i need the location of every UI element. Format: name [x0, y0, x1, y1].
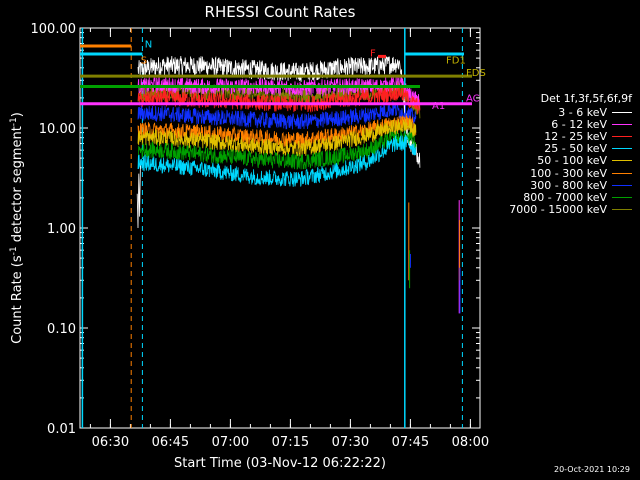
legend-swatch	[612, 111, 632, 113]
y-tick-label: 0.10	[47, 322, 76, 337]
x-tick-label: 06:45	[152, 435, 189, 450]
legend-label: 300 - 800 keV	[530, 178, 607, 192]
legend-title: Det 1f,3f,5f,6f,9f	[540, 92, 632, 105]
series-line	[137, 55, 421, 168]
legend-entry: 50 - 100 keV	[482, 154, 632, 168]
legend-swatch	[612, 148, 632, 150]
legend-label: 12 - 25 keV	[544, 129, 607, 143]
legend-entry: 25 - 50 keV	[482, 142, 632, 156]
y-tick-labels: 100.00 10.00 1.00 0.10 0.01	[31, 22, 77, 437]
legend-swatch	[612, 135, 632, 137]
tick-marks	[80, 27, 480, 429]
series-line	[138, 129, 417, 170]
x-tick-labels: 06:30 06:45 07:00 07:15 07:30 07:45 08:00	[92, 435, 489, 450]
flag-lines	[80, 54, 472, 106]
legend-entry: 300 - 800 keV	[482, 178, 632, 192]
legend-label: 800 - 7000 keV	[523, 190, 607, 204]
legend-entry: 3 - 6 keV	[482, 105, 632, 119]
series-line	[137, 83, 421, 114]
y-tick-label: 10.00	[39, 122, 76, 137]
legend-entry: 6 - 12 keV	[482, 117, 632, 131]
legend-entry: 7000 - 15000 keV	[482, 203, 632, 217]
legend-swatch	[612, 184, 632, 186]
legend-label: 100 - 300 keV	[530, 166, 607, 180]
annotation-label: F	[370, 48, 376, 59]
series-spike	[136, 165, 141, 229]
x-tick-label: 08:00	[452, 435, 489, 450]
x-tick-label: 07:45	[392, 435, 429, 450]
legend-swatch	[612, 196, 632, 198]
series-line	[137, 134, 417, 187]
annotation-label: AC	[466, 93, 480, 104]
legend-swatch	[612, 123, 632, 125]
x-tick-label: 07:15	[272, 435, 309, 450]
timestamp: 20-Oct-2021 10:29	[554, 465, 630, 474]
annotation-label: FD1	[446, 56, 466, 67]
legend-entry: 12 - 25 keV	[482, 129, 632, 143]
legend-entry: 100 - 300 keV	[482, 166, 632, 180]
annotation-label: S	[141, 56, 147, 67]
legend-label: 6 - 12 keV	[551, 117, 607, 131]
annotation-label: N	[145, 39, 152, 50]
x-tick-label: 07:30	[332, 435, 369, 450]
series-line	[137, 81, 421, 119]
y-tick-label: 100.00	[31, 22, 77, 37]
series-group	[136, 55, 461, 314]
x-axis-label: Start Time (03-Nov-12 06:22:22)	[174, 456, 386, 471]
y-tick-label: 1.00	[47, 222, 76, 237]
legend: Det 1f,3f,5f,6f,9f 3 - 6 keV 6 - 12 keV 12…	[482, 92, 632, 216]
region-markers	[80, 28, 464, 428]
series-line	[137, 101, 417, 130]
series-line	[137, 118, 417, 157]
legend-label: 7000 - 15000 keV	[509, 203, 607, 217]
x-tick-label: 06:30	[92, 435, 129, 450]
legend-label: 50 - 100 keV	[537, 154, 607, 168]
y-tick-label: 0.01	[47, 422, 76, 437]
legend-entry: 800 - 7000 keV	[482, 190, 632, 204]
annotation-label: FDS	[466, 68, 486, 79]
legend-swatch	[612, 172, 632, 174]
x-tick-label: 07:00	[212, 435, 249, 450]
legend-swatch	[612, 160, 632, 162]
y-axis-label: Count Rate (s-1 detector segment-1)	[9, 112, 25, 344]
chart-title: RHESSI Count Rates	[205, 3, 356, 21]
legend-label: 25 - 50 keV	[544, 142, 607, 156]
legend-label: 3 - 6 keV	[558, 105, 607, 119]
annotation-label: A1	[432, 101, 445, 112]
legend-swatch	[612, 209, 632, 211]
